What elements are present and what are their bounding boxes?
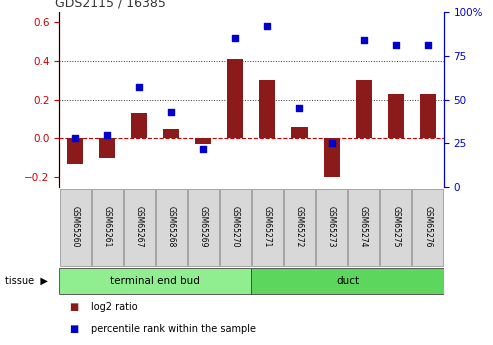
Bar bbox=[131, 113, 147, 138]
Text: terminal end bud: terminal end bud bbox=[110, 276, 200, 286]
Bar bbox=[252, 189, 283, 266]
Point bbox=[135, 85, 143, 90]
Text: GSM65273: GSM65273 bbox=[327, 206, 336, 248]
Point bbox=[231, 36, 239, 41]
Text: GSM65274: GSM65274 bbox=[359, 206, 368, 248]
Point bbox=[263, 23, 271, 29]
Bar bbox=[412, 189, 443, 266]
Bar bbox=[99, 138, 115, 158]
Text: GDS2115 / 16385: GDS2115 / 16385 bbox=[55, 0, 166, 9]
Point bbox=[167, 109, 176, 115]
Point bbox=[391, 42, 399, 48]
Point bbox=[327, 140, 335, 146]
Bar bbox=[163, 129, 179, 138]
Text: GSM65269: GSM65269 bbox=[199, 206, 208, 248]
Bar bbox=[67, 138, 83, 164]
Bar bbox=[420, 93, 436, 138]
Text: GSM65275: GSM65275 bbox=[391, 206, 400, 248]
Text: GSM65261: GSM65261 bbox=[103, 206, 112, 248]
Bar bbox=[387, 93, 404, 138]
Bar bbox=[284, 189, 315, 266]
Text: GSM65270: GSM65270 bbox=[231, 206, 240, 248]
Point bbox=[295, 106, 303, 111]
Text: log2 ratio: log2 ratio bbox=[91, 302, 138, 312]
Text: GSM65267: GSM65267 bbox=[135, 206, 144, 248]
Bar bbox=[195, 138, 211, 144]
Bar bbox=[251, 268, 444, 294]
Bar bbox=[124, 189, 155, 266]
Point bbox=[423, 42, 432, 48]
Text: ■: ■ bbox=[69, 324, 78, 334]
Point bbox=[359, 37, 367, 43]
Text: GSM65260: GSM65260 bbox=[70, 206, 80, 248]
Bar bbox=[92, 189, 123, 266]
Bar bbox=[156, 189, 187, 266]
Bar bbox=[188, 189, 219, 266]
Bar bbox=[291, 127, 308, 138]
Bar bbox=[348, 189, 379, 266]
Bar bbox=[59, 268, 251, 294]
Text: tissue  ▶: tissue ▶ bbox=[5, 276, 48, 286]
Text: duct: duct bbox=[336, 276, 359, 286]
Bar bbox=[220, 189, 251, 266]
Bar bbox=[227, 59, 244, 138]
Text: GSM65268: GSM65268 bbox=[167, 206, 176, 248]
Text: GSM65272: GSM65272 bbox=[295, 206, 304, 248]
Point bbox=[103, 132, 111, 137]
Point bbox=[199, 146, 207, 151]
Text: ■: ■ bbox=[69, 302, 78, 312]
Bar bbox=[355, 80, 372, 138]
Bar bbox=[60, 189, 91, 266]
Bar bbox=[323, 138, 340, 177]
Text: GSM65271: GSM65271 bbox=[263, 206, 272, 248]
Point bbox=[71, 135, 79, 141]
Text: GSM65276: GSM65276 bbox=[423, 206, 432, 248]
Bar bbox=[259, 80, 276, 138]
Text: percentile rank within the sample: percentile rank within the sample bbox=[91, 324, 256, 334]
Bar bbox=[316, 189, 347, 266]
Bar bbox=[380, 189, 411, 266]
